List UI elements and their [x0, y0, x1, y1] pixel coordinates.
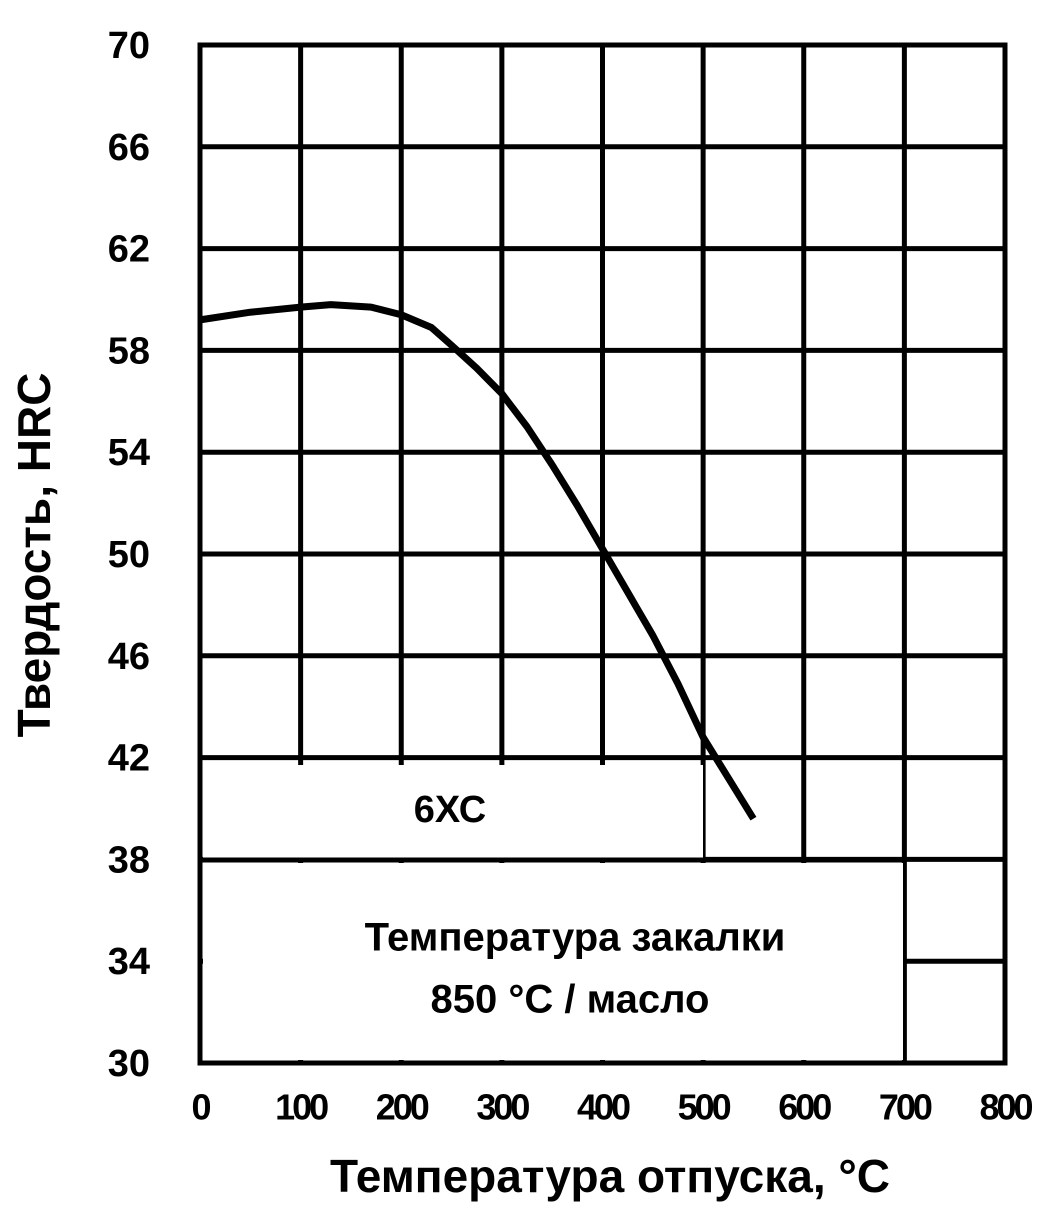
y-tick-label: 34 — [108, 941, 150, 983]
y-tick-label: 30 — [108, 1043, 150, 1085]
x-tick-label: 500 — [678, 1087, 731, 1128]
y-tick-label: 42 — [108, 738, 150, 780]
y-tick-label: 54 — [108, 432, 150, 474]
y-tick-label: 46 — [108, 636, 150, 678]
x-tick-label: 200 — [376, 1087, 429, 1128]
x-tick-label: 700 — [879, 1087, 932, 1128]
x-tick-label: 300 — [476, 1087, 529, 1128]
annotation: 6ХС — [414, 789, 486, 831]
annotation: Температура закалки — [365, 916, 786, 960]
annotation: 850 °C / масло — [431, 978, 710, 1022]
x-tick-label: 100 — [275, 1087, 328, 1128]
y-tick-label: 38 — [108, 839, 150, 881]
label-panel — [203, 765, 703, 858]
x-tick-label: 800 — [979, 1087, 1032, 1128]
data-line — [199, 301, 757, 821]
x-tick-label: 600 — [778, 1087, 831, 1128]
y-axis-label: Твердость, HRC — [8, 373, 60, 738]
y-tick-label: 66 — [108, 127, 150, 169]
x-tick-label: 400 — [577, 1087, 630, 1128]
y-tick-label: 62 — [108, 229, 150, 271]
y-tick-label: 58 — [108, 330, 150, 372]
y-tick-label: 50 — [108, 534, 150, 576]
x-axis-label: Температура отпуска, °C — [330, 1150, 890, 1202]
note-panel — [203, 863, 903, 1060]
y-tick-label: 70 — [108, 25, 150, 67]
x-tick-label: 0 — [191, 1087, 210, 1128]
